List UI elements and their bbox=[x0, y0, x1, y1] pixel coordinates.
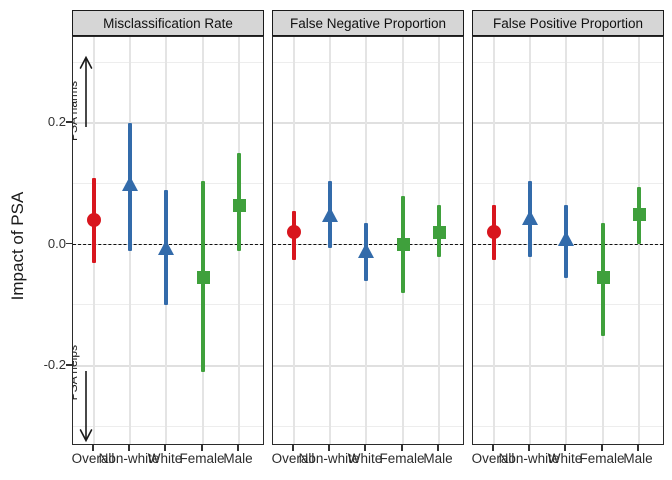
x-label-female: Female bbox=[379, 451, 425, 466]
facet-strip: False Positive Proportion bbox=[472, 10, 664, 36]
gridline-horizontal bbox=[273, 425, 463, 427]
y-tick-label: -0.2 bbox=[43, 356, 66, 372]
x-tick-mark bbox=[637, 445, 639, 451]
gridline-horizontal bbox=[473, 304, 663, 306]
point-square-male bbox=[432, 225, 446, 239]
y-tick-mark bbox=[66, 242, 72, 245]
x-label-male: Male bbox=[223, 451, 253, 466]
facet-strip: False Negative Proportion bbox=[272, 10, 464, 36]
x-tick-mark bbox=[401, 445, 403, 451]
x-tick-mark bbox=[601, 445, 603, 451]
gridline-horizontal bbox=[273, 304, 463, 306]
x-tick-mark bbox=[128, 445, 130, 451]
x-label-male: Male bbox=[623, 451, 653, 466]
x-label-female: Female bbox=[579, 451, 625, 466]
arrow-down-psa-helps bbox=[79, 371, 93, 443]
point-square-male bbox=[632, 207, 646, 221]
arrow-up-psa-harms bbox=[79, 55, 93, 127]
x-label-non-white: Non-white bbox=[98, 451, 160, 466]
facet-strip: Misclassification Rate bbox=[72, 10, 264, 36]
x-tick-mark bbox=[164, 445, 166, 451]
x-label-non-white: Non-white bbox=[498, 451, 560, 466]
point-square-female bbox=[596, 271, 610, 285]
gridline-horizontal bbox=[73, 61, 263, 63]
x-tick-mark bbox=[201, 445, 203, 451]
point-square-female bbox=[196, 271, 210, 285]
point-triangle-white bbox=[557, 230, 574, 246]
x-label-white: White bbox=[547, 451, 583, 466]
gridline-horizontal bbox=[473, 122, 663, 124]
point-triangle-white bbox=[357, 243, 374, 259]
gridline-horizontal bbox=[73, 304, 263, 306]
gridline-horizontal bbox=[273, 365, 463, 367]
point-square-male bbox=[232, 198, 246, 212]
facet-strip-label: False Positive Proportion bbox=[492, 15, 644, 31]
x-label-overall: Overall bbox=[71, 451, 115, 466]
point-triangle-non-white bbox=[121, 176, 138, 192]
annotation-psa-helps: PSA helps bbox=[72, 345, 80, 401]
gridline-horizontal bbox=[273, 122, 463, 124]
x-label-male: Male bbox=[423, 451, 453, 466]
point-triangle-non-white bbox=[321, 206, 338, 222]
gridline-horizontal bbox=[73, 122, 263, 124]
x-tick-mark bbox=[492, 445, 494, 451]
y-tick-label: 0.0 bbox=[47, 235, 66, 251]
x-tick-mark bbox=[92, 445, 94, 451]
x-tick-mark bbox=[237, 445, 239, 451]
point-circle-overall bbox=[87, 213, 101, 228]
x-tick-mark bbox=[437, 445, 439, 451]
panel bbox=[472, 36, 664, 445]
y-axis-title: Impact of PSA bbox=[8, 191, 27, 301]
gridline-horizontal bbox=[473, 61, 663, 63]
point-circle-overall bbox=[487, 225, 501, 240]
facet-strip-label: False Negative Proportion bbox=[289, 15, 447, 31]
point-circle-overall bbox=[287, 225, 301, 240]
facet-strip-label: Misclassification Rate bbox=[103, 15, 233, 31]
x-tick-mark bbox=[364, 445, 366, 451]
y-tick-mark bbox=[66, 121, 72, 123]
point-square-female bbox=[396, 238, 410, 251]
y-tick-mark bbox=[66, 364, 72, 366]
gridline-horizontal bbox=[273, 61, 463, 63]
panel: PSA harms PSA helps bbox=[72, 36, 264, 445]
x-label-overall: Overall bbox=[271, 451, 315, 466]
x-tick-mark bbox=[528, 445, 530, 451]
gridline-horizontal bbox=[273, 183, 463, 185]
x-tick-mark bbox=[292, 445, 294, 451]
x-label-female: Female bbox=[179, 451, 225, 466]
gridline-horizontal bbox=[473, 365, 663, 367]
x-label-overall: Overall bbox=[471, 451, 515, 466]
x-label-non-white: Non-white bbox=[298, 451, 360, 466]
gridline-horizontal bbox=[73, 425, 263, 427]
annotation-psa-harms: PSA harms bbox=[72, 81, 80, 142]
y-tick-label: 0.2 bbox=[47, 114, 66, 130]
gridline-horizontal bbox=[73, 365, 263, 367]
point-triangle-white bbox=[157, 240, 174, 256]
x-tick-mark bbox=[564, 445, 566, 451]
gridline-horizontal bbox=[73, 183, 263, 185]
gridline-horizontal bbox=[473, 183, 663, 185]
gridline-horizontal bbox=[473, 425, 663, 427]
point-triangle-non-white bbox=[521, 209, 538, 225]
x-label-white: White bbox=[347, 451, 383, 466]
x-label-white: White bbox=[147, 451, 183, 466]
x-tick-mark bbox=[328, 445, 330, 451]
panel bbox=[272, 36, 464, 445]
